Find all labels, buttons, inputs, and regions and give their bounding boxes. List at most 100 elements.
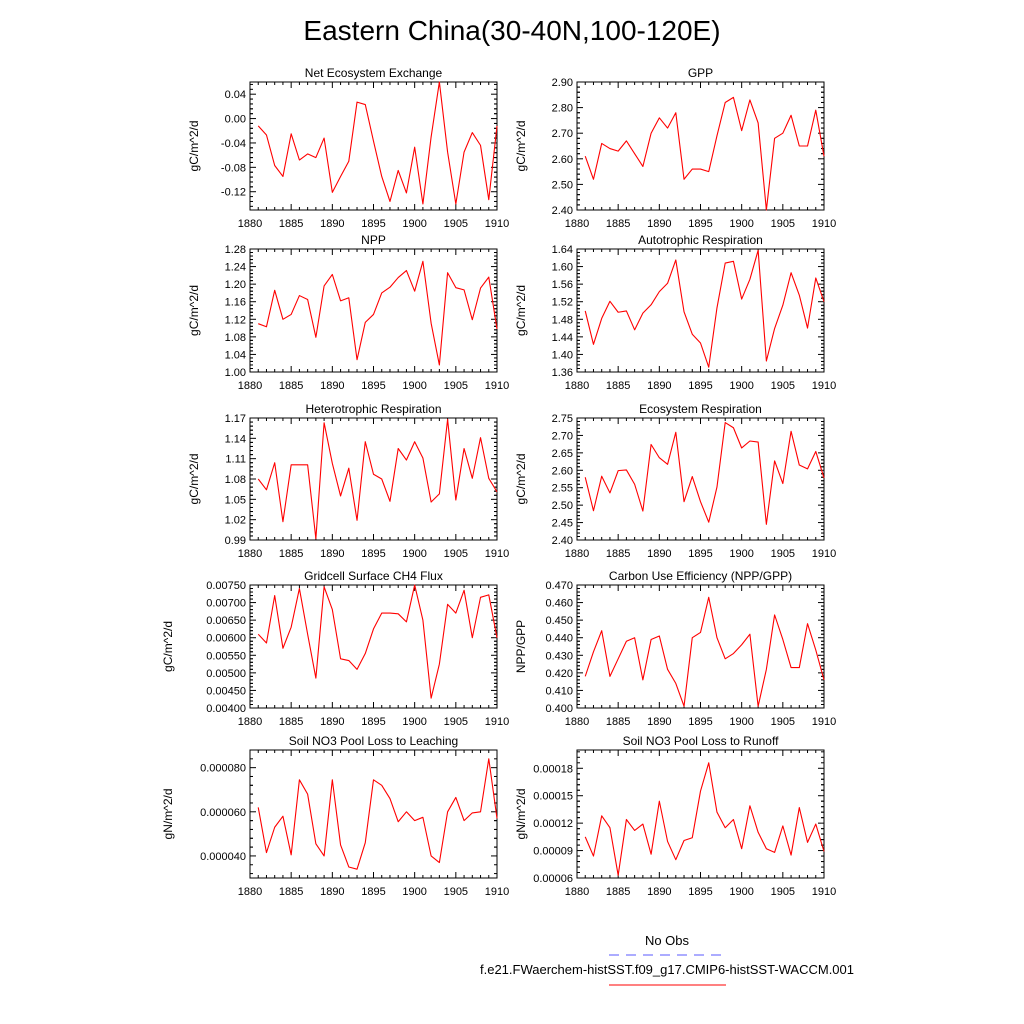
chart-3-xtick-label: 1905 <box>444 380 468 392</box>
chart-8-ytick-label: 0.430 <box>545 650 573 662</box>
chart-panel-6: Ecosystem Respiration gC/m^2/d 1880 1885 189… <box>514 402 836 560</box>
chart-panel-5: Heterotrophic Respiration gC/m^2/d 1880 188… <box>187 402 509 560</box>
chart-1-ytick-label: 0.00 <box>225 114 246 126</box>
chart-9-ylabel: gN/m^2/d <box>161 789 175 840</box>
chart-6-ytick-label: 2.60 <box>552 465 573 477</box>
legend-label-model-run: f.e21.FWaerchem-histSST.f09_g17.CMIP6-hi… <box>480 962 854 977</box>
chart-7-ytick-label: 0.00750 <box>206 580 246 592</box>
chart-2-xtick-label: 1885 <box>606 218 630 230</box>
chart-6-series-line-1 <box>584 421 825 525</box>
legend-label-no-obs: No Obs <box>645 933 690 948</box>
chart-1-xtick-label: 1880 <box>238 218 262 230</box>
chart-10-xtick-label: 1885 <box>606 886 630 898</box>
chart-10-xtick-label: 1895 <box>688 886 712 898</box>
chart-panel-1: Net Ecosystem Exchange gC/m^2/d 1880 1885 18… <box>187 66 509 230</box>
chart-4-frame <box>576 248 825 373</box>
chart-1-xtick-label: 1890 <box>320 218 344 230</box>
chart-4-xtick-label: 1880 <box>565 380 589 392</box>
chart-7-ytick-label: 0.00700 <box>206 598 246 610</box>
chart-panel-8: Carbon Use Efficiency (NPP/GPP) NPP/GPP 18… <box>514 569 836 728</box>
chart-10-ytick-label: 0.00009 <box>533 846 573 858</box>
chart-2-ytick-label: 2.80 <box>552 103 573 115</box>
chart-9-xtick-label: 1880 <box>238 886 262 898</box>
chart-2-xtick-label: 1890 <box>647 218 671 230</box>
chart-10-title: Soil NO3 Pool Loss to Runoff <box>623 734 780 748</box>
chart-1-ytick-label: 0.04 <box>225 89 246 101</box>
chart-panel-10: Soil NO3 Pool Loss to Runoff gN/m^2/d 1880… <box>514 734 836 898</box>
chart-8-ytick-label: 0.410 <box>545 685 573 697</box>
chart-2-ytick-label: 2.90 <box>552 77 573 89</box>
chart-4-xtick-label: 1885 <box>606 380 630 392</box>
chart-6-xtick-label: 1910 <box>812 548 836 560</box>
chart-2-ytick-label: 2.70 <box>552 128 573 140</box>
chart-1-ylabel: gC/m^2/d <box>187 121 201 172</box>
chart-3-ytick-label: 1.08 <box>225 332 246 344</box>
chart-1-xtick-label: 1885 <box>279 218 303 230</box>
chart-3-title: NPP <box>361 233 386 247</box>
chart-panel-9: Soil NO3 Pool Loss to Leaching gN/m^2/d 18… <box>161 734 509 898</box>
chart-5-xtick-label: 1895 <box>361 548 385 560</box>
chart-4-ytick-label: 1.60 <box>552 262 573 274</box>
chart-7-xtick-label: 1900 <box>402 716 426 728</box>
chart-8-xtick-label: 1890 <box>647 716 671 728</box>
chart-8-xtick-label: 1880 <box>565 716 589 728</box>
chart-2-xtick-label: 1905 <box>771 218 795 230</box>
chart-1-title: Net Ecosystem Exchange <box>305 66 443 80</box>
chart-9-frame <box>249 749 498 879</box>
chart-5-ytick-label: 1.11 <box>225 454 246 466</box>
chart-4-ytick-label: 1.44 <box>552 332 573 344</box>
chart-5-ytick-label: 1.02 <box>225 515 246 527</box>
chart-4-ytick-label: 1.48 <box>552 314 573 326</box>
chart-2-title: GPP <box>688 66 713 80</box>
chart-5-ytick-label: 1.17 <box>225 413 246 425</box>
chart-3-xtick-label: 1900 <box>402 380 426 392</box>
chart-panel-4: Autotrophic Respiration gC/m^2/d 1880 1885 1… <box>514 233 836 392</box>
chart-4-xtick-label: 1905 <box>771 380 795 392</box>
chart-panel-3: NPP gC/m^2/d 1880 1885 1890 1895 1900 1905 1910 1… <box>187 233 509 392</box>
chart-8-xtick-label: 1895 <box>688 716 712 728</box>
chart-4-xtick-label: 1910 <box>812 380 836 392</box>
chart-9-series-line-1 <box>257 758 498 870</box>
chart-8-ytick-label: 0.460 <box>545 598 573 610</box>
chart-3-ytick-label: 1.24 <box>225 262 246 274</box>
chart-6-xtick-label: 1890 <box>647 548 671 560</box>
chart-8-xtick-label: 1885 <box>606 716 630 728</box>
chart-1-series-line-1 <box>257 81 498 205</box>
chart-5-series-line-1 <box>257 418 498 540</box>
chart-3-ytick-label: 1.04 <box>225 349 246 361</box>
chart-10-frame <box>576 749 825 879</box>
chart-7-ytick-label: 0.00650 <box>206 615 246 627</box>
chart-7-xtick-label: 1905 <box>444 716 468 728</box>
chart-panel-2: GPP gC/m^2/d 1880 1885 1890 1895 1900 1905 1910 2… <box>514 66 836 230</box>
chart-9-ytick-label: 0.000080 <box>200 763 246 775</box>
chart-6-ytick-label: 2.50 <box>552 500 573 512</box>
chart-2-xtick-label: 1900 <box>729 218 753 230</box>
chart-3-xtick-label: 1880 <box>238 380 262 392</box>
legend: No Obs f.e21.FWaerchem-histSST.f09_g17.C… <box>480 933 854 986</box>
chart-5-xtick-label: 1890 <box>320 548 344 560</box>
chart-8-xtick-label: 1905 <box>771 716 795 728</box>
chart-3-frame <box>249 248 498 373</box>
chart-9-ytick-label: 0.000040 <box>200 851 246 863</box>
chart-6-ytick-label: 2.55 <box>552 483 573 495</box>
chart-4-title: Autotrophic Respiration <box>638 233 763 247</box>
chart-6-ytick-label: 2.40 <box>552 535 573 547</box>
chart-6-ytick-label: 2.70 <box>552 430 573 442</box>
chart-9-ytick-label: 0.000060 <box>200 807 246 819</box>
chart-6-ylabel: gC/m^2/d <box>514 454 528 505</box>
chart-5-ytick-label: 1.14 <box>225 433 246 445</box>
chart-9-xtick-label: 1905 <box>444 886 468 898</box>
chart-9-xtick-label: 1900 <box>402 886 426 898</box>
chart-7-xtick-label: 1895 <box>361 716 385 728</box>
chart-6-xtick-label: 1900 <box>729 548 753 560</box>
chart-1-xtick-label: 1910 <box>485 218 509 230</box>
chart-7-ytick-label: 0.00550 <box>206 650 246 662</box>
chart-10-xtick-label: 1900 <box>729 886 753 898</box>
chart-2-xtick-label: 1895 <box>688 218 712 230</box>
chart-10-ytick-label: 0.00006 <box>533 873 573 885</box>
chart-1-ytick-label: -0.12 <box>221 187 246 199</box>
chart-5-ytick-label: 0.99 <box>225 535 246 547</box>
chart-8-xtick-label: 1900 <box>729 716 753 728</box>
chart-8-ytick-label: 0.400 <box>545 703 573 715</box>
chart-10-ylabel: gN/m^2/d <box>514 789 528 840</box>
